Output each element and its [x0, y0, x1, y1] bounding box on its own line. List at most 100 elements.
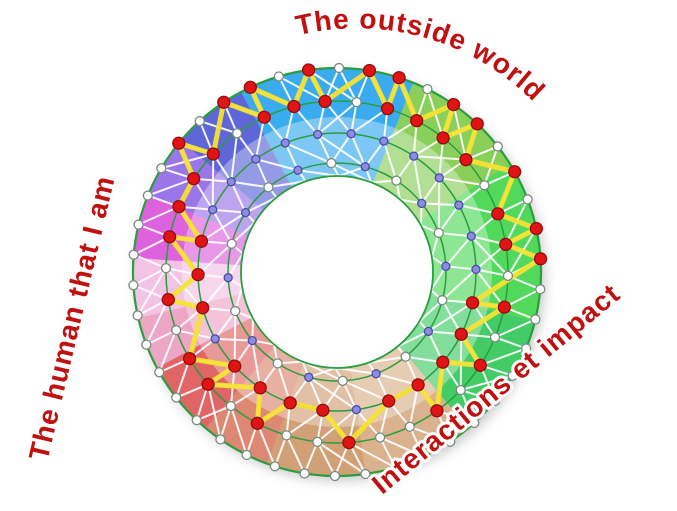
mesh-node[interactable]: [533, 252, 548, 266]
mesh-node[interactable]: [362, 63, 377, 78]
mesh-node[interactable]: [281, 430, 292, 441]
mesh-node[interactable]: [423, 326, 434, 337]
mesh-node[interactable]: [128, 280, 139, 291]
mesh-node[interactable]: [163, 230, 177, 244]
mesh-node[interactable]: [312, 436, 323, 448]
mesh-node[interactable]: [436, 131, 450, 145]
mesh-node[interactable]: [133, 219, 144, 230]
mesh-node[interactable]: [497, 300, 512, 314]
mesh-node[interactable]: [479, 180, 490, 191]
mesh-node[interactable]: [454, 327, 468, 341]
mesh-node[interactable]: [215, 434, 226, 445]
mesh-node[interactable]: [316, 403, 330, 418]
mesh-node[interactable]: [247, 335, 257, 346]
mesh-node[interactable]: [346, 129, 356, 139]
mesh-node[interactable]: [161, 292, 175, 307]
mesh-node[interactable]: [473, 358, 488, 373]
mesh-node[interactable]: [410, 114, 424, 128]
mesh-node[interactable]: [360, 468, 371, 480]
mesh-node[interactable]: [422, 83, 433, 95]
mesh-node[interactable]: [471, 264, 481, 275]
mesh-node[interactable]: [445, 436, 456, 447]
mesh-node[interactable]: [299, 468, 310, 479]
mesh-node[interactable]: [210, 334, 220, 344]
mesh-node[interactable]: [400, 351, 411, 362]
mesh-node[interactable]: [194, 234, 209, 249]
mesh-node[interactable]: [441, 261, 451, 271]
sector-salmon[interactable]: [196, 342, 318, 472]
sector-magenta[interactable]: [125, 183, 252, 280]
mesh-node[interactable]: [226, 238, 237, 249]
mesh-node[interactable]: [342, 435, 356, 450]
mesh-node[interactable]: [160, 262, 172, 274]
sector-green-bright[interactable]: [412, 161, 549, 335]
mesh-node[interactable]: [171, 392, 182, 403]
mesh-node[interactable]: [313, 129, 323, 140]
mesh-node[interactable]: [351, 96, 362, 108]
mesh-node[interactable]: [263, 182, 274, 193]
mesh-node[interactable]: [436, 355, 450, 369]
mesh-node[interactable]: [141, 339, 152, 350]
mesh-node[interactable]: [172, 199, 186, 214]
mesh-node[interactable]: [360, 162, 370, 172]
mesh-node[interactable]: [191, 267, 205, 282]
mesh-node[interactable]: [208, 205, 218, 215]
mesh-node[interactable]: [187, 172, 201, 186]
mesh-node[interactable]: [206, 147, 220, 161]
mesh-node[interactable]: [329, 470, 341, 482]
mesh-node[interactable]: [418, 451, 429, 462]
mesh-node[interactable]: [417, 198, 427, 209]
mesh-node[interactable]: [241, 449, 252, 461]
mesh-node[interactable]: [273, 71, 284, 82]
mesh-node[interactable]: [489, 332, 501, 343]
mesh-node[interactable]: [269, 461, 281, 472]
mesh-node[interactable]: [293, 165, 303, 175]
mesh-node[interactable]: [132, 310, 143, 321]
mesh-node[interactable]: [455, 384, 466, 396]
mesh-node[interactable]: [251, 154, 261, 164]
mesh-node[interactable]: [194, 115, 205, 127]
mesh-node[interactable]: [404, 421, 415, 432]
mesh-node[interactable]: [530, 314, 541, 325]
mesh-node[interactable]: [128, 249, 139, 260]
mesh-node[interactable]: [508, 165, 522, 179]
mesh-node[interactable]: [351, 404, 361, 415]
mesh-node[interactable]: [240, 207, 251, 218]
mesh-node[interactable]: [522, 194, 533, 205]
mesh-node[interactable]: [228, 359, 242, 373]
mesh-node[interactable]: [430, 404, 444, 418]
mesh-node[interactable]: [225, 400, 237, 412]
mesh-node[interactable]: [520, 343, 532, 354]
mesh-node[interactable]: [243, 80, 258, 95]
mesh-node[interactable]: [437, 295, 448, 306]
mesh-node[interactable]: [250, 416, 265, 431]
sector-indigo[interactable]: [175, 87, 294, 221]
mesh-node[interactable]: [283, 396, 297, 410]
mesh-node[interactable]: [326, 157, 337, 169]
mesh-node[interactable]: [253, 381, 267, 395]
mesh-node[interactable]: [172, 136, 186, 150]
mesh-node[interactable]: [465, 296, 480, 310]
mesh-node[interactable]: [223, 273, 233, 283]
mesh-node[interactable]: [217, 95, 231, 110]
mesh-node[interactable]: [535, 284, 546, 295]
mesh-node[interactable]: [490, 395, 501, 406]
mesh-node[interactable]: [382, 394, 396, 408]
mesh-node[interactable]: [379, 136, 389, 146]
mesh-node[interactable]: [390, 462, 401, 473]
sector-red-rose[interactable]: [152, 314, 286, 433]
mesh-node[interactable]: [446, 97, 461, 112]
mesh-node[interactable]: [371, 369, 381, 379]
mesh-node[interactable]: [491, 207, 505, 221]
mesh-node[interactable]: [459, 153, 473, 167]
mesh-node[interactable]: [466, 231, 476, 241]
mesh-node[interactable]: [280, 138, 290, 148]
mesh-node[interactable]: [434, 173, 444, 183]
mesh-node[interactable]: [318, 94, 332, 109]
mesh-node[interactable]: [392, 71, 406, 85]
mesh-node[interactable]: [287, 99, 301, 114]
mesh-node[interactable]: [469, 417, 480, 429]
mesh-node[interactable]: [492, 141, 503, 152]
mesh-node[interactable]: [337, 375, 348, 387]
mesh-node[interactable]: [499, 237, 513, 252]
